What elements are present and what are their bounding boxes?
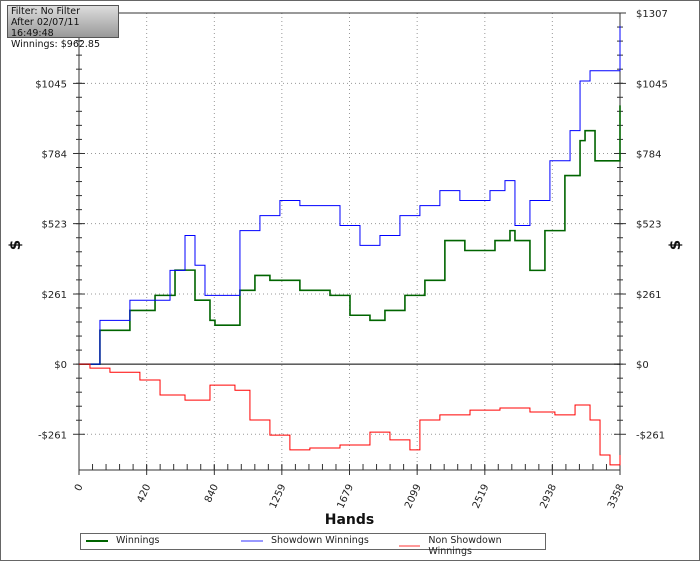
y-tick-label-right: $261 [636,290,661,301]
x-tick-label: 1259 [268,483,289,511]
x-tick-label: 840 [203,483,221,505]
y-tick-label-right: $784 [636,150,661,161]
y-axis-label-right: $ [666,240,684,250]
x-tick-label: 420 [135,483,153,505]
info-box: Filter: No Filter After 02/07/11 16:49:4… [7,5,119,50]
y-tick-label-left: $1045 [35,79,67,90]
legend-item-showdown: Showdown Winnings [241,535,369,546]
legend-label: Winnings [116,535,160,546]
info-after: After 02/07/11 16:49:48 [11,17,80,39]
x-tick-label: 1679 [335,483,356,511]
y-tick-label-left: $0 [54,360,67,371]
legend-item-non-showdown: Non Showdown Winnings [399,535,545,557]
x-tick-label: 3358 [606,483,627,511]
y-tick-label-left: $261 [42,290,67,301]
legend-label: Showdown Winnings [271,535,369,546]
y-tick-label-right: $1045 [636,79,668,90]
legend: Winnings Showdown Winnings Non Showdown … [80,533,546,557]
legend-swatch [86,539,108,542]
legend-swatch [399,545,421,547]
y-tick-label-left: -$261 [38,430,67,441]
y-tick-label-left: $523 [42,220,67,231]
x-tick-label: 2938 [538,483,559,511]
x-axis-label: Hands [325,512,375,528]
x-tick-label: 2519 [471,483,492,511]
legend-item-winnings: Winnings [86,535,160,546]
y-tick-label-right: $1307 [636,9,668,20]
series-showdown-winnings [79,25,621,365]
x-tick-label: 2099 [403,483,424,511]
y-axis-label-left: $ [6,240,24,250]
y-tick-label-right: $0 [636,360,649,371]
info-winnings: Winnings: $962.85 [11,39,101,50]
legend-swatch [241,539,263,542]
y-tick-label-right: $523 [636,220,661,231]
x-tick-label: 0 [73,483,86,493]
info-filter: Filter: No Filter [11,6,81,17]
y-tick-label-left: $784 [42,150,67,161]
series-winnings [79,105,621,365]
legend-label: Non Showdown Winnings [428,535,502,557]
y-tick-label-right: -$261 [636,430,665,441]
